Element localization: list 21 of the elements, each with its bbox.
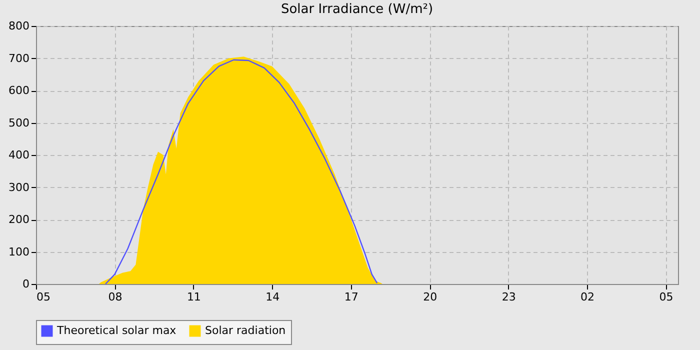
- x-tick-label: 14: [266, 290, 280, 304]
- x-tick-label: 02: [580, 290, 595, 304]
- y-tick-label: 300: [8, 180, 30, 194]
- y-tick-label: 600: [8, 84, 30, 97]
- y-tick-label: 800: [8, 20, 30, 32]
- y-tick-label: 500: [8, 116, 30, 130]
- x-tick-label: 05: [659, 290, 674, 304]
- y-tick-label: 400: [8, 148, 30, 162]
- chart-title: Solar Irradiance (W/m²): [280, 2, 434, 17]
- y-tick-label: 100: [8, 245, 30, 258]
- legend-label: Solar radiation: [205, 324, 286, 337]
- y-tick-label: 200: [8, 213, 30, 226]
- y-tick-label: 700: [8, 52, 30, 65]
- x-tick-label: 20: [423, 290, 438, 304]
- x-tick-label: 11: [186, 290, 201, 304]
- x-tick-label: 23: [502, 290, 516, 304]
- x-tick-label: 05: [36, 290, 50, 304]
- x-tick-label: 17: [344, 290, 358, 304]
- x-tick-label: 08: [108, 290, 122, 304]
- y-tick-label: 0: [22, 278, 30, 290]
- legend-label: Theoretical solar max: [56, 324, 177, 337]
